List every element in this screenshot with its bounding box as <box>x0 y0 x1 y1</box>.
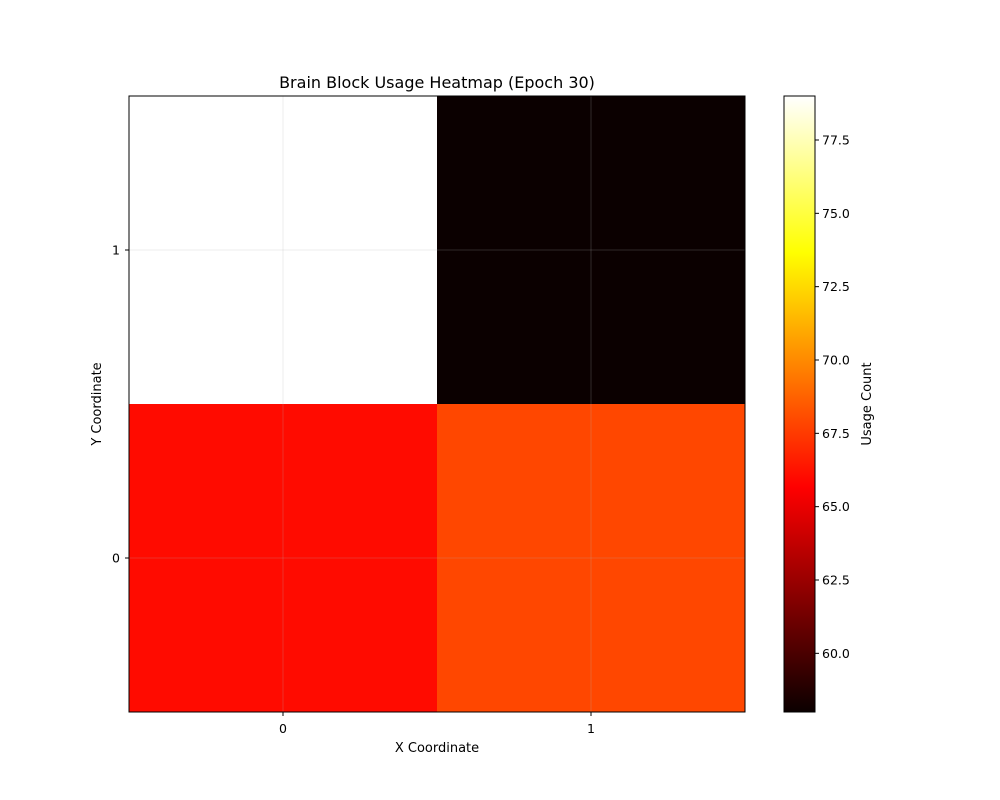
heatmap-cell <box>129 96 437 404</box>
heatmap-cells <box>129 96 745 712</box>
colorbar-tick-label: 65.0 <box>822 499 850 514</box>
colorbar-ticks: 60.0 62.5 65.0 67.5 70.0 72.5 75.0 77.5 <box>815 133 850 661</box>
y-tick-label: 1 <box>112 243 120 258</box>
colorbar-tick-label: 67.5 <box>822 426 850 441</box>
colorbar-tick-label: 77.5 <box>822 133 850 148</box>
x-axis-label: X Coordinate <box>395 741 479 756</box>
y-axis-label: Y Coordinate <box>90 362 105 446</box>
colorbar-tick-label: 75.0 <box>822 206 850 221</box>
x-tick-label: 1 <box>587 721 595 736</box>
x-tick-label: 0 <box>279 721 287 736</box>
colorbar <box>783 95 816 713</box>
heatmap-cell <box>437 404 745 712</box>
chart-title: Brain Block Usage Heatmap (Epoch 30) <box>279 73 595 92</box>
colorbar-tick-label: 60.0 <box>822 646 850 661</box>
colorbar-tick-label: 62.5 <box>822 573 850 588</box>
heatmap-cell <box>437 96 745 404</box>
colorbar-label: Usage Count <box>860 362 875 445</box>
y-axis-ticks: 01 <box>112 243 129 566</box>
grid-lines <box>129 96 745 712</box>
plot-frame <box>128 95 746 713</box>
colorbar-tick-label: 72.5 <box>822 279 850 294</box>
heatmap-cell <box>129 404 437 712</box>
y-tick-label: 0 <box>112 551 120 566</box>
colorbar-tick-label: 70.0 <box>822 353 850 368</box>
